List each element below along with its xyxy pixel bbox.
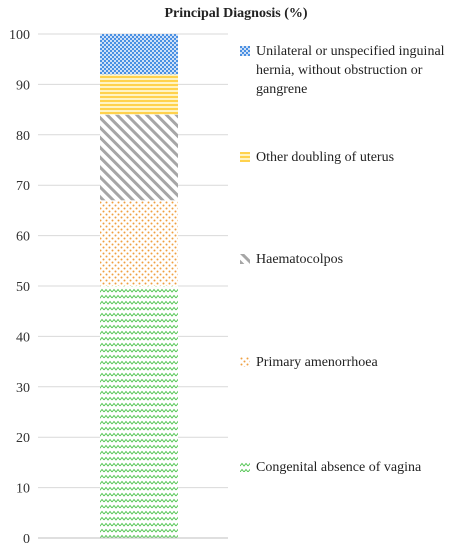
legend-label: Haematocolpos <box>256 252 344 267</box>
y-tick-label: 30 <box>16 381 30 396</box>
chart-title: Principal Diagnosis (%) <box>164 6 307 21</box>
legend-swatch-dots <box>240 357 250 367</box>
legend-swatch-diagonal-stripes <box>240 254 250 264</box>
bar-segment-zigzag <box>100 286 178 538</box>
legend-swatch-horizontal-stripes <box>240 152 250 162</box>
legend-label: Congenital absence of vagina <box>256 460 422 475</box>
y-tick-label: 80 <box>16 129 30 144</box>
bar-segments <box>100 34 178 538</box>
y-tick-label: 100 <box>9 28 30 43</box>
bar-segment-diagonal-stripes <box>100 114 178 201</box>
bar-segment-checker <box>100 34 178 75</box>
y-tick-label: 90 <box>16 78 30 93</box>
legend-label: Other doubling of uterus <box>256 150 395 165</box>
y-tick-label: 0 <box>23 532 30 547</box>
y-tick-label: 20 <box>16 431 30 446</box>
y-tick-label: 70 <box>16 179 30 194</box>
bar-segment-horizontal-stripes <box>100 74 178 115</box>
legend-swatch-checker <box>240 46 250 56</box>
legend-label: Primary amenorrhoea <box>256 355 378 370</box>
y-tick-label: 10 <box>16 482 30 497</box>
y-tick-label: 40 <box>16 330 30 345</box>
legend-swatch-zigzag <box>240 462 250 472</box>
legend-label: Unilateral or unspecified inguinal herni… <box>256 44 445 97</box>
y-axis-ticks: 0 10 20 30 40 50 60 70 80 90 100 <box>9 28 30 547</box>
bar-segment-dots <box>100 200 178 286</box>
y-tick-label: 50 <box>16 280 30 295</box>
y-tick-label: 60 <box>16 230 30 245</box>
